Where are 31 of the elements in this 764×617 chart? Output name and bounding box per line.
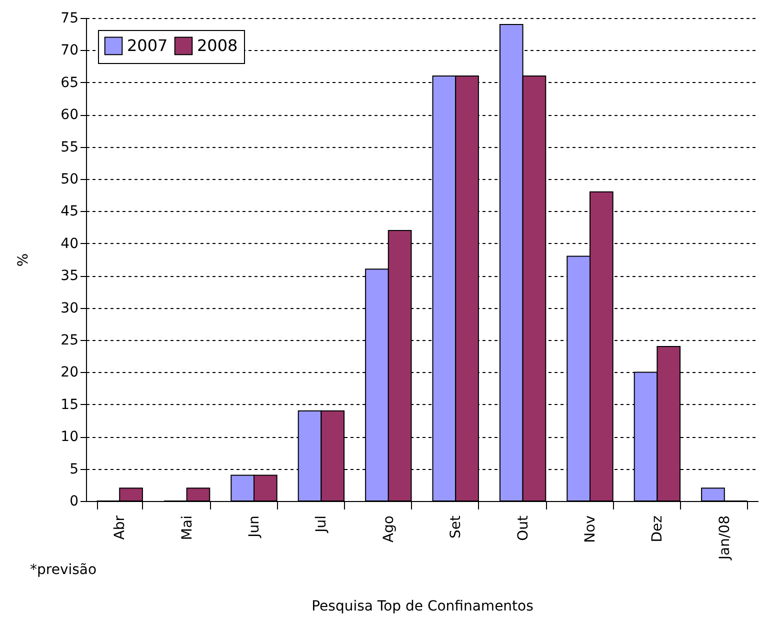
y-tick-label: 45	[60, 204, 78, 220]
x-tick-label: Set	[448, 515, 464, 538]
legend-label: 2007	[127, 36, 168, 55]
x-tick-label: Dez	[650, 516, 666, 542]
y-tick-label: 20	[60, 364, 78, 381]
y-tick-label: 40	[60, 236, 78, 252]
y-tick-label: 75	[60, 10, 78, 26]
text: *previsão	[30, 562, 97, 578]
y-tick-label: 65	[60, 74, 78, 91]
y-tick-label: 25	[60, 332, 78, 348]
x-tick-label: Nov	[582, 516, 598, 543]
y-tick-label: 5	[70, 461, 78, 478]
legend-label: 2008	[197, 36, 238, 55]
y-tick-label: 0	[70, 494, 78, 510]
y-tick-label: 35	[60, 268, 78, 284]
x-tick-label: Jun	[246, 516, 262, 538]
y-tick-label: 50	[60, 172, 78, 188]
y-tick-label: 70	[60, 42, 78, 59]
y-tick-label: 15	[60, 396, 78, 413]
x-tick-label: Abr	[112, 515, 128, 540]
y-tick-label: 60	[60, 107, 78, 124]
x-tick-label: Jul	[314, 516, 330, 534]
x-tick-label: Mai	[179, 516, 196, 540]
x-axis-title: Pesquisa Top de Confinamentos	[312, 598, 534, 615]
y-tick-label: 10	[60, 429, 78, 446]
x-tick-label: Ago	[380, 516, 397, 543]
y-tick-label: 55	[60, 139, 78, 156]
x-tick-label: Out	[515, 515, 532, 541]
y-tick-label: 30	[60, 300, 78, 316]
x-tick-label: Jan/08	[716, 516, 733, 561]
y-axis-title: %	[16, 253, 32, 267]
